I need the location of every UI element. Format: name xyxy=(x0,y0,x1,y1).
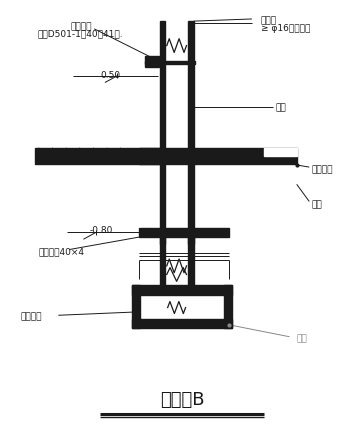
Text: 参见D501-1第40～41页.: 参见D501-1第40～41页. xyxy=(37,29,123,38)
Text: 0.00: 0.00 xyxy=(90,149,110,158)
Bar xyxy=(145,57,159,68)
Bar xyxy=(159,237,165,279)
Text: 大样图B: 大样图B xyxy=(160,390,204,408)
Text: 地梁: 地梁 xyxy=(311,200,322,209)
Bar xyxy=(132,286,232,295)
Text: 镀锌扁钢40×4: 镀锌扁钢40×4 xyxy=(39,247,84,256)
Bar xyxy=(224,286,232,329)
Bar xyxy=(188,279,194,292)
Bar xyxy=(132,286,140,329)
Text: 柱子: 柱子 xyxy=(275,103,286,112)
Bar xyxy=(159,279,165,292)
Text: ≥ φ16螺纹圆钢: ≥ φ16螺纹圆钢 xyxy=(261,24,310,33)
Bar xyxy=(35,148,165,165)
Text: 基础主筋: 基础主筋 xyxy=(21,312,42,321)
Text: 0.50: 0.50 xyxy=(100,71,120,80)
Bar xyxy=(139,148,297,165)
Bar xyxy=(145,62,195,65)
Text: 地梁主筋: 地梁主筋 xyxy=(311,165,333,174)
Text: 引下线: 引下线 xyxy=(261,16,277,25)
Text: 测试夹子: 测试夹子 xyxy=(71,22,92,31)
Bar xyxy=(264,148,297,157)
Bar xyxy=(139,228,229,237)
Bar xyxy=(132,319,232,329)
Bar xyxy=(188,22,194,245)
Text: 基础: 基础 xyxy=(297,333,308,342)
Bar xyxy=(159,22,165,245)
Bar xyxy=(188,237,194,279)
Text: -0.80: -0.80 xyxy=(90,225,113,234)
